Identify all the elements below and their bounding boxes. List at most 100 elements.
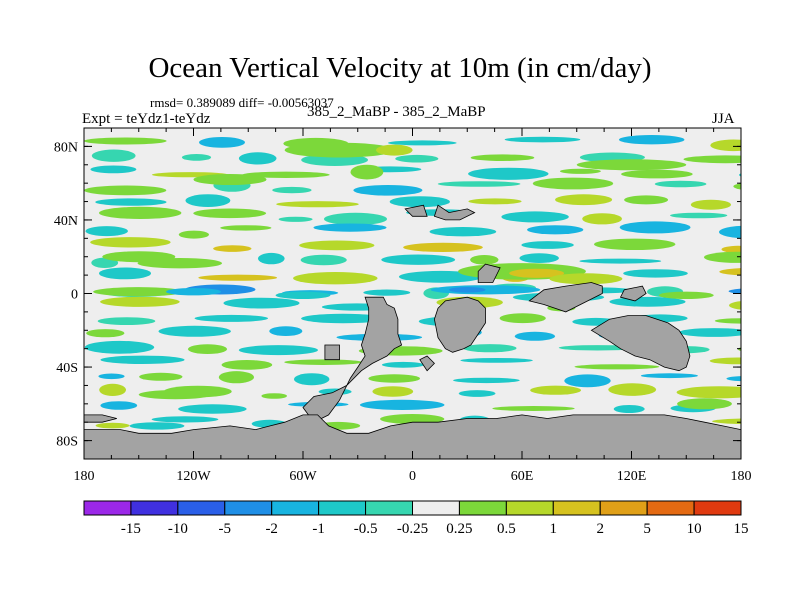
colorbar-label: -2 [265, 521, 278, 537]
anomaly-patch [582, 213, 622, 225]
west-pacific-equatorial-positive [658, 291, 714, 299]
colorbar-label: -1 [312, 521, 325, 537]
anomaly-patch [99, 206, 182, 219]
anomaly-patch [294, 373, 330, 386]
colorbar-label: 10 [687, 521, 702, 537]
anomaly-patch [690, 199, 732, 210]
anomaly-patch [712, 418, 741, 425]
anomaly-patch [492, 406, 575, 411]
x-tick-label: 180 [731, 469, 752, 484]
anomaly-patch [453, 377, 520, 384]
season-label: JJA [712, 111, 735, 127]
colorbar-swatch [646, 500, 695, 516]
anomaly-patch [100, 401, 138, 410]
x-tick-label: 60E [511, 469, 534, 484]
equatorial-upwelling-core [449, 287, 486, 293]
anomaly-patch [623, 269, 688, 278]
colorbar-swatch [271, 500, 320, 516]
x-tick-label: 0 [409, 469, 416, 484]
anomaly-patch [193, 208, 267, 219]
colorbar-label: 2 [596, 521, 604, 537]
australia [590, 315, 691, 372]
iberia [404, 204, 428, 217]
bay-of-bengal-positive [549, 273, 623, 285]
colorbar-label: 0.5 [497, 521, 516, 537]
anomaly-patch [380, 414, 445, 424]
anomaly-patch [181, 154, 212, 161]
anomaly-patch [324, 212, 387, 226]
anomaly-patch [519, 253, 559, 263]
y-axis: 80N 40N 0 40S 80S [54, 127, 741, 460]
colorbar-label: -10 [168, 521, 188, 537]
y-tick-label: 40N [54, 214, 78, 229]
anomaly-patch [559, 168, 601, 174]
anomaly-patch [178, 230, 209, 239]
pacific-equatorial-positive [93, 287, 185, 297]
anomaly-patch [100, 296, 180, 307]
anomaly-patch [470, 254, 499, 265]
colorbar-swatch [599, 500, 648, 516]
anomaly-patch [670, 212, 728, 219]
chart-title: Ocean Vertical Velocity at 10m (in cm/da… [148, 52, 652, 84]
colorbar-label: -0.5 [354, 521, 378, 537]
anomaly-patch [276, 201, 359, 208]
anomaly-patch [555, 194, 613, 206]
anomaly-patch [514, 331, 556, 341]
horn-of-africa [477, 263, 501, 283]
anomaly-patch [504, 136, 581, 143]
anomaly-patch [624, 195, 669, 205]
y-tick-label: 0 [71, 288, 78, 303]
anomaly-patch [743, 402, 800, 413]
anomaly-patch [313, 223, 387, 232]
y-tick-label: 80S [56, 435, 78, 450]
anomaly-patch [683, 155, 741, 164]
anomaly-patch [269, 326, 303, 336]
y-tick-label: 40S [56, 361, 78, 376]
colorbar-label: -0.25 [397, 521, 428, 537]
anomaly-patch [719, 225, 741, 239]
anomaly-patch [139, 372, 183, 381]
anomaly-patch [676, 386, 741, 399]
anomaly-patch [221, 360, 273, 370]
anomaly-patch [739, 173, 741, 177]
anomaly-patch [733, 183, 741, 190]
anomaly-patch [387, 140, 457, 146]
anomaly-patch [640, 373, 698, 379]
anomaly-patch [293, 272, 378, 285]
anomaly-patch [619, 221, 691, 234]
anomaly-patch [223, 297, 300, 309]
antarctic-shelf-west [84, 414, 117, 423]
anomaly-patch [218, 371, 254, 384]
anomaly-patch [579, 258, 662, 264]
anomaly-patch [199, 137, 245, 148]
anomaly-patch [363, 289, 411, 296]
anomaly-patch [151, 416, 219, 423]
colorbar-label: 0.25 [446, 521, 472, 537]
colorbar-label: 1 [550, 521, 558, 537]
anomaly-patch [99, 267, 151, 280]
sumatra-region [528, 282, 603, 313]
anomaly-patch [372, 386, 414, 397]
anomaly-patch [220, 225, 272, 231]
anomaly-patch [726, 376, 741, 382]
anomaly-patch [437, 181, 521, 187]
colorbar-label: -5 [219, 521, 232, 537]
anomaly-patch [300, 254, 347, 266]
colorbar-swatch [505, 500, 554, 516]
colorbar-swatch [130, 500, 179, 516]
anomaly-patch [403, 242, 483, 252]
colorbar-swatch [412, 500, 460, 516]
anomaly-patch [85, 226, 128, 237]
anomaly-patch [194, 314, 268, 322]
southern-europe [433, 204, 476, 221]
colorbar-swatch [693, 500, 742, 516]
anomaly-patch [90, 165, 137, 174]
anomaly-patch [86, 329, 125, 338]
anomaly-patch [299, 240, 375, 251]
anomaly-patch [654, 180, 707, 188]
colorbar-swatch [552, 500, 601, 516]
south-america [302, 296, 403, 423]
southern-ocean-negative [129, 422, 185, 430]
anomaly-patch [188, 344, 227, 354]
